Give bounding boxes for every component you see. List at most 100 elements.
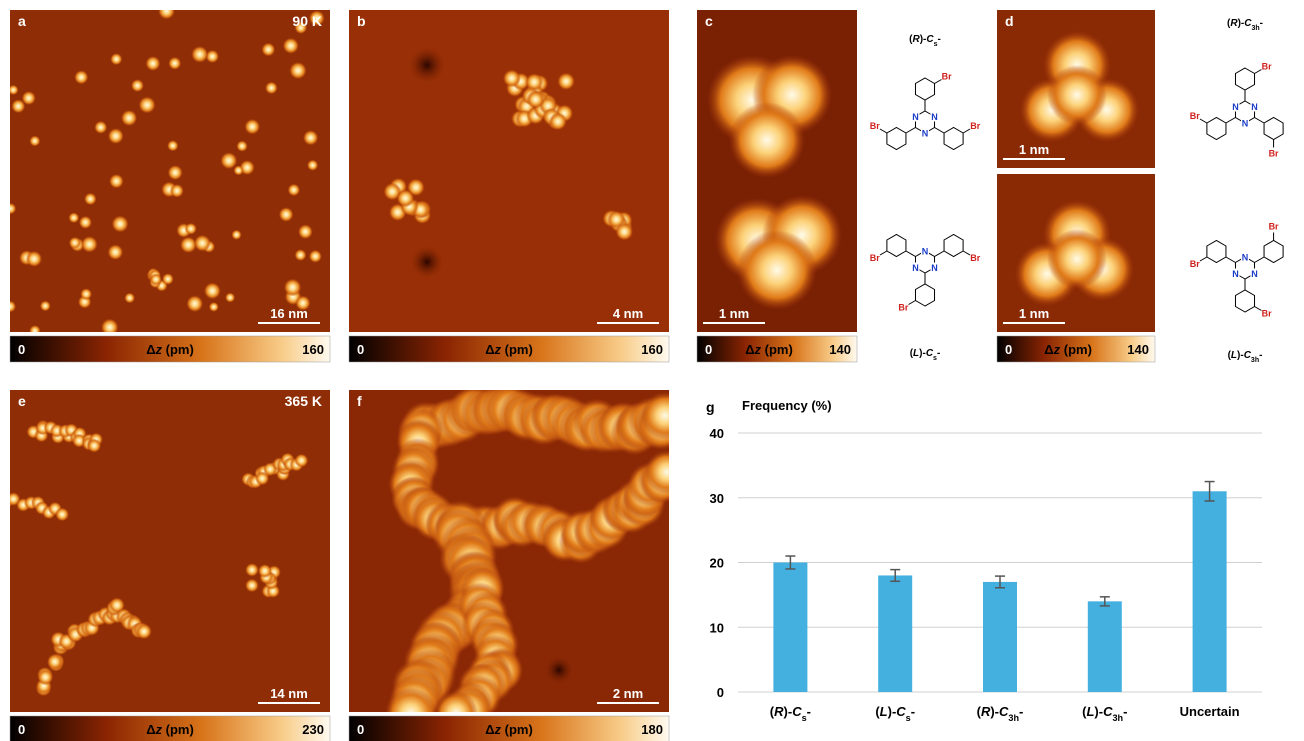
text-part: (pm) — [501, 722, 533, 737]
feature — [170, 184, 184, 198]
panel-letter: f — [357, 393, 362, 409]
stm-image — [0, 390, 330, 712]
colorbar-min: 0 — [705, 342, 712, 357]
nitrogen: N — [1251, 269, 1258, 279]
panel-letter: e — [18, 393, 26, 409]
bond — [1200, 257, 1207, 261]
feature — [641, 392, 689, 440]
ring — [915, 78, 934, 100]
feature — [284, 278, 302, 296]
feature — [68, 212, 79, 223]
text-part: )- — [919, 348, 926, 359]
feature — [4, 300, 16, 312]
bromine: Br — [942, 72, 952, 82]
pit — [411, 246, 443, 278]
nitrogen: N — [922, 247, 929, 257]
colorbar-min: 0 — [357, 722, 364, 737]
molecule-label: (R)-C3h- — [1227, 18, 1263, 32]
bromine: Br — [1262, 309, 1272, 319]
text-part: Uncertain — [1180, 704, 1240, 719]
feature — [737, 230, 817, 310]
text-part: )- — [990, 704, 999, 719]
panel-letter: c — [705, 13, 713, 29]
x-tick-label: (L)-Cs- — [875, 704, 915, 723]
nitrogen: N — [1232, 102, 1239, 112]
feature — [80, 288, 92, 300]
feature — [79, 216, 92, 229]
bond — [963, 251, 970, 255]
bromine: Br — [1269, 222, 1279, 232]
colorbar-max: 160 — [302, 342, 324, 357]
bond — [1226, 118, 1236, 124]
feature — [191, 46, 208, 63]
colorbar-label: Δz (pm) — [1044, 342, 1092, 357]
text-part: - — [807, 704, 811, 719]
bromine: Br — [1190, 111, 1200, 121]
scale-bar-label: 4 nm — [613, 306, 643, 321]
feature — [110, 53, 122, 65]
temperature-label: 90 K — [292, 13, 322, 29]
text-part: (pm) — [1060, 342, 1092, 357]
bar — [983, 582, 1017, 692]
bar — [773, 563, 807, 693]
colorbar-max: 160 — [641, 342, 663, 357]
feature — [261, 43, 275, 57]
text-part: Δ — [745, 342, 754, 357]
bromine: Br — [970, 253, 980, 263]
bond — [880, 129, 887, 133]
x-tick-label: (R)-Cs- — [770, 704, 811, 723]
y-tick-label: 10 — [710, 620, 724, 635]
ring — [1207, 118, 1226, 140]
ring — [1264, 118, 1283, 140]
text-part: )- — [1238, 18, 1245, 29]
temperature-label: 365 K — [285, 393, 322, 409]
feature — [245, 578, 259, 592]
colorbar-min: 0 — [18, 342, 25, 357]
feature — [185, 223, 197, 235]
feature — [303, 130, 319, 146]
feature — [549, 112, 567, 130]
ring — [887, 128, 906, 150]
bar — [1193, 491, 1227, 692]
text-part: 3h — [1251, 25, 1259, 32]
text-part: Δ — [146, 722, 155, 737]
text-part: 3h — [1008, 713, 1019, 723]
nitrogen: N — [1251, 102, 1258, 112]
x-tick-label: (L)-C3h- — [1082, 704, 1127, 723]
stm-image — [349, 10, 669, 332]
bond — [880, 251, 887, 255]
nitrogen: N — [912, 263, 919, 273]
bromine: Br — [1262, 62, 1272, 72]
feature — [236, 140, 248, 152]
feature — [209, 302, 219, 312]
feature — [729, 102, 805, 178]
panel-letter: d — [1005, 13, 1014, 29]
feature — [557, 72, 575, 90]
feature — [55, 507, 69, 521]
feature — [121, 110, 138, 127]
bromine: Br — [898, 303, 908, 313]
text-part: (pm) — [501, 342, 533, 357]
bond — [935, 80, 942, 84]
bond — [909, 301, 916, 305]
ring — [1207, 241, 1226, 263]
panel-letter: a — [18, 13, 26, 29]
colorbar-max: 180 — [641, 722, 663, 737]
nitrogen: N — [922, 129, 929, 139]
text-part: - — [1019, 704, 1023, 719]
text-part: - — [938, 34, 941, 45]
text-part: (pm) — [162, 342, 194, 357]
feature — [168, 57, 181, 70]
feature — [29, 325, 41, 337]
bond — [1200, 119, 1207, 123]
colorbar-min: 0 — [1005, 342, 1012, 357]
bromine: Br — [1269, 149, 1279, 159]
ring — [887, 235, 906, 257]
feature — [265, 81, 278, 94]
feature — [101, 318, 119, 336]
feature — [167, 140, 179, 152]
feature — [204, 282, 221, 299]
feature — [94, 121, 107, 134]
